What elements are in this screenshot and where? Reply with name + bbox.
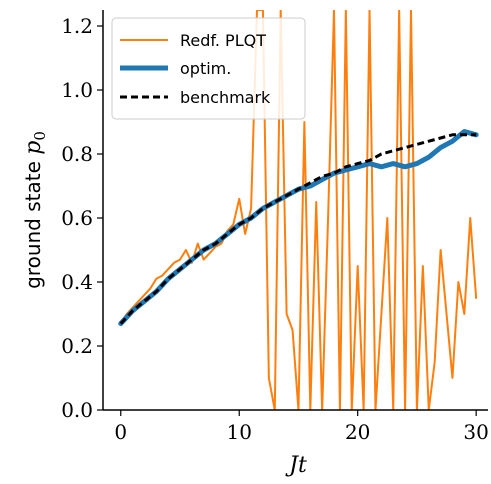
y-tick-label: 1.0 — [61, 78, 93, 102]
legend: Redf. PLQT optim. benchmark — [111, 17, 306, 120]
y-axis-label-prefix: ground state — [21, 155, 45, 289]
y-axis-label: ground state p0 — [21, 131, 49, 289]
series-line-redf-plqt — [119, 10, 478, 410]
legend-label-redf-plqt: Redf. PLQT — [180, 31, 266, 50]
svg-text:ground state p0: ground state p0 — [21, 131, 49, 289]
y-tick-label: 1.2 — [61, 14, 93, 38]
y-axis-label-subscript: 0 — [31, 131, 49, 141]
y-tick-label: 0.6 — [61, 206, 93, 230]
x-tick-label: 30 — [463, 420, 488, 444]
y-tick-label: 0.0 — [61, 398, 93, 422]
x-tick-label: 20 — [345, 420, 370, 444]
x-axis-label: Jt — [285, 453, 307, 478]
legend-label-benchmark: benchmark — [180, 88, 271, 107]
axes-layer: 0 10 20 30 0.0 0.2 0.4 0.6 0.8 1.0 1.2 — [61, 10, 489, 444]
y-axis-label-symbol: p — [21, 141, 46, 155]
series-line-optim — [118, 129, 479, 327]
legend-label-optim: optim. — [180, 59, 231, 78]
series-layer — [118, 10, 479, 410]
y-tick-label: 0.4 — [61, 270, 93, 294]
legend-box — [111, 17, 306, 120]
series-line-benchmark — [119, 133, 477, 325]
y-tick-label: 0.2 — [61, 334, 93, 358]
x-tick-label: 10 — [227, 420, 252, 444]
x-tick-label: 0 — [114, 420, 127, 444]
y-tick-label: 0.8 — [61, 142, 93, 166]
